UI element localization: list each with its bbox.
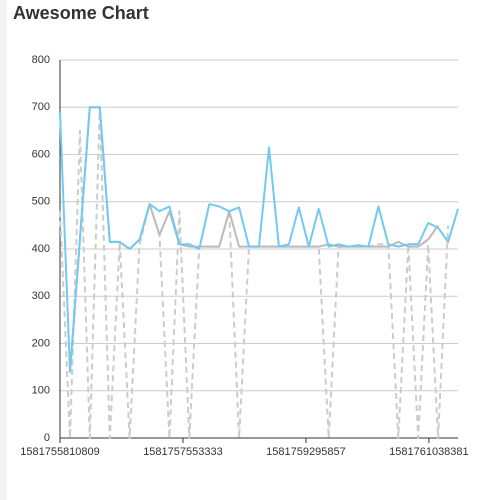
x-tick-label: 1581755810809 — [20, 446, 100, 458]
y-tick-label: 500 — [32, 196, 50, 208]
side-strip — [0, 0, 7, 500]
y-tick-label: 400 — [32, 243, 50, 255]
y-tick-label: 300 — [32, 290, 50, 302]
x-tick-label: 1581761038381 — [389, 446, 469, 458]
series-line — [59, 106, 459, 373]
y-tick-label: 100 — [32, 385, 50, 397]
x-tick-label: 1581759295857 — [266, 446, 346, 458]
y-tick-label: 800 — [32, 54, 50, 66]
y-tick-label: 600 — [32, 148, 50, 160]
y-tick-label: 700 — [32, 101, 50, 113]
series-line — [59, 106, 450, 439]
chart-title: Awesome Chart — [13, 3, 149, 23]
y-tick-label: 0 — [44, 432, 50, 444]
y-tick-label: 200 — [32, 337, 50, 349]
x-tick-label: 1581757553333 — [143, 446, 223, 458]
